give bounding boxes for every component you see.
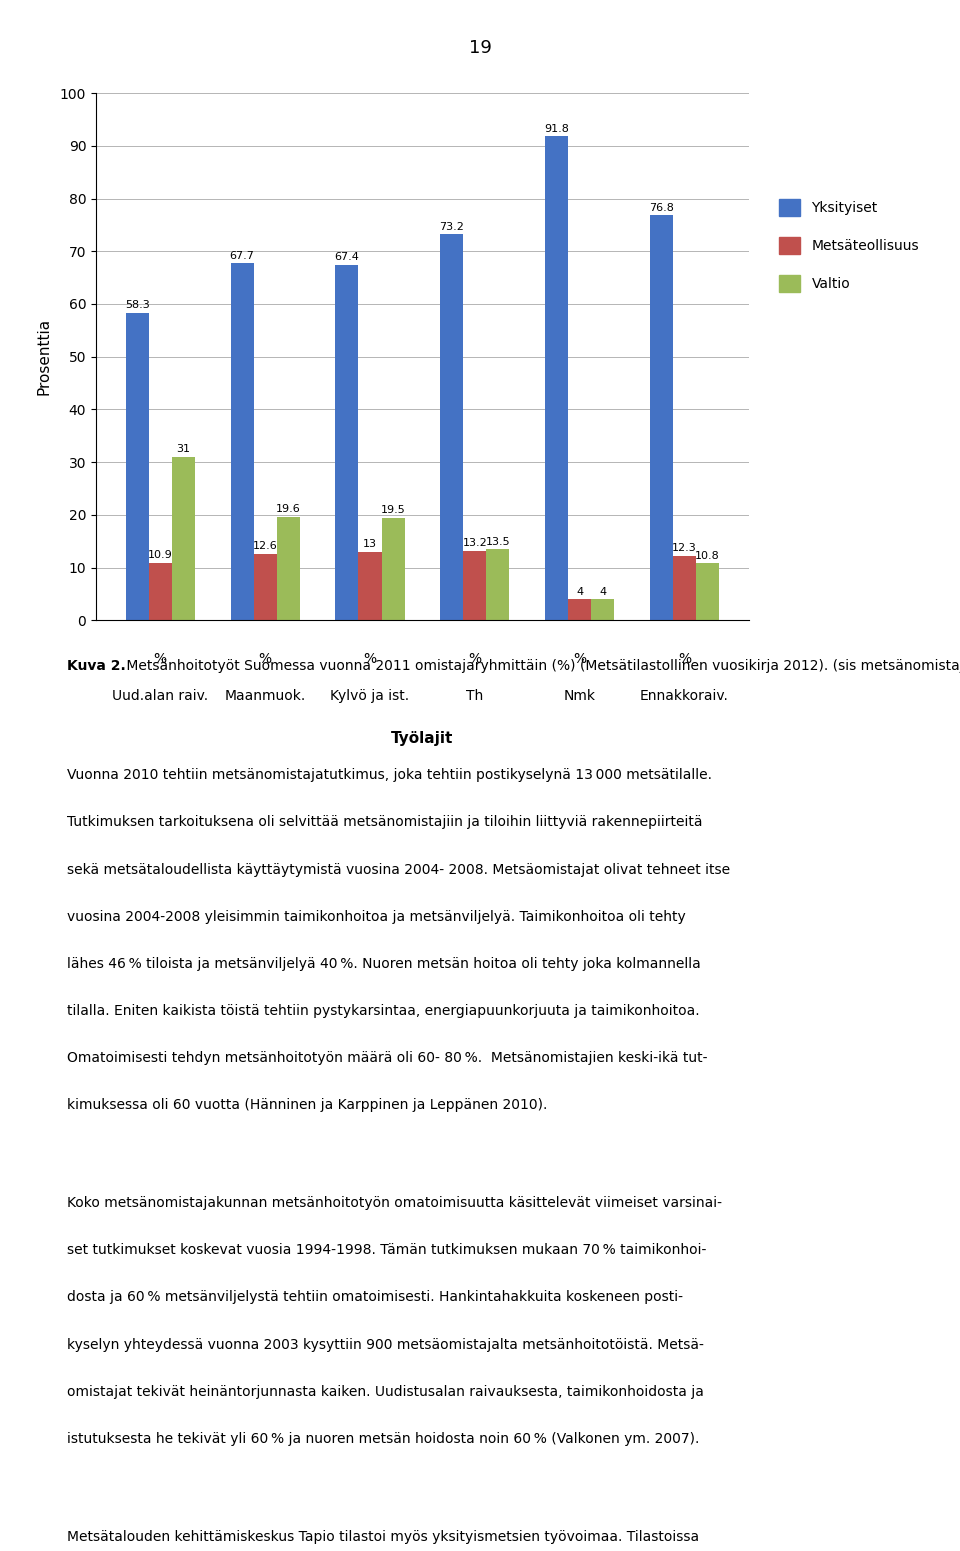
Text: set tutkimukset koskevat vuosia 1994-1998. Tämän tutkimuksen mukaan 70 % taimiko: set tutkimukset koskevat vuosia 1994-199… — [67, 1244, 707, 1258]
Text: 67.7: 67.7 — [229, 251, 254, 261]
Bar — [545, 136, 568, 620]
Bar — [673, 555, 696, 620]
Text: 13: 13 — [363, 540, 377, 549]
Bar — [172, 458, 195, 620]
Text: 19: 19 — [468, 39, 492, 57]
Bar — [650, 216, 673, 620]
Text: Metsätalouden kehittämiskeskus Tapio tilastoi myös yksityismetsien työvoimaa. Ti: Metsätalouden kehittämiskeskus Tapio til… — [67, 1529, 699, 1543]
Text: 73.2: 73.2 — [440, 222, 465, 231]
Bar — [276, 516, 300, 620]
Text: sekä metsätaloudellista käyttäytymistä vuosina 2004- 2008. Metsäomistajat olivat: sekä metsätaloudellista käyttäytymistä v… — [67, 862, 731, 876]
Bar — [696, 563, 719, 620]
Bar — [358, 552, 381, 620]
Bar — [441, 234, 464, 620]
Text: 10.8: 10.8 — [695, 551, 720, 561]
Text: %: % — [678, 651, 691, 665]
Text: 12.6: 12.6 — [252, 541, 277, 551]
Text: Ennakkoraiv.: Ennakkoraiv. — [640, 689, 729, 703]
Text: Vuonna 2010 tehtiin metsänomistajatutkimus, joka tehtiin postikyselynä 13 000 me: Vuonna 2010 tehtiin metsänomistajatutkim… — [67, 768, 712, 782]
Text: Metsänhoitotyöt Suomessa vuonna 2011 omistajaryhmittäin (%) (Metsätilastollinen : Metsänhoitotyöt Suomessa vuonna 2011 omi… — [122, 659, 960, 673]
Text: kyselyn yhteydessä vuonna 2003 kysyttiin 900 metsäomistajalta metsänhoitotöistä.: kyselyn yhteydessä vuonna 2003 kysyttiin… — [67, 1337, 704, 1351]
Text: lähes 46 % tiloista ja metsänviljelyä 40 %. Nuoren metsän hoitoa oli tehty joka : lähes 46 % tiloista ja metsänviljelyä 40… — [67, 957, 701, 971]
Bar — [335, 265, 358, 620]
Text: 91.8: 91.8 — [544, 124, 569, 133]
Text: istutuksesta he tekivät yli 60 % ja nuoren metsän hoidosta noin 60 % (Valkonen y: istutuksesta he tekivät yli 60 % ja nuor… — [67, 1432, 700, 1446]
Text: 58.3: 58.3 — [125, 301, 150, 310]
Text: kimuksessa oli 60 vuotta (Hänninen ja Karppinen ja Leppänen 2010).: kimuksessa oli 60 vuotta (Hänninen ja Ka… — [67, 1098, 547, 1112]
Text: 19.6: 19.6 — [276, 504, 300, 515]
Text: Uud.alan raiv.: Uud.alan raiv. — [112, 689, 208, 703]
Text: 31: 31 — [177, 444, 190, 454]
Text: Koko metsänomistajakunnan metsänhoitotyön omatoimisuutta käsittelevät viimeiset : Koko metsänomistajakunnan metsänhoitotyö… — [67, 1196, 722, 1210]
Text: %: % — [258, 651, 272, 665]
Bar — [464, 551, 487, 620]
Text: 10.9: 10.9 — [148, 551, 173, 560]
Y-axis label: Prosenttia: Prosenttia — [36, 318, 52, 396]
Text: %: % — [573, 651, 587, 665]
Text: %: % — [468, 651, 481, 665]
Bar — [126, 313, 149, 620]
Text: Tutkimuksen tarkoituksena oli selvittää metsänomistajiin ja tiloihin liittyviä r: Tutkimuksen tarkoituksena oli selvittää … — [67, 816, 703, 830]
Bar — [230, 264, 253, 620]
Text: Nmk: Nmk — [564, 689, 595, 703]
Text: Kuva 2.: Kuva 2. — [67, 659, 126, 673]
Text: 4: 4 — [599, 586, 607, 597]
Text: 67.4: 67.4 — [334, 253, 359, 262]
Bar — [381, 518, 404, 620]
Text: 12.3: 12.3 — [672, 543, 697, 552]
Legend: Yksityiset, Metsäteollisuus, Valtio: Yksityiset, Metsäteollisuus, Valtio — [776, 195, 924, 296]
Text: omistajat tekivät heinäntorjunnasta kaiken. Uudistusalan raivauksesta, taimikonh: omistajat tekivät heinäntorjunnasta kaik… — [67, 1385, 704, 1399]
Text: 76.8: 76.8 — [649, 203, 674, 212]
Text: 19.5: 19.5 — [381, 506, 405, 515]
Text: vuosina 2004-2008 yleisimmin taimikonhoitoa ja metsänviljelyä. Taimikonhoitoa ol: vuosina 2004-2008 yleisimmin taimikonhoi… — [67, 909, 686, 924]
Bar — [591, 599, 614, 620]
Bar — [487, 549, 510, 620]
Bar — [149, 563, 172, 620]
Text: Työlajit: Työlajit — [392, 731, 453, 746]
Text: Maanmuok.: Maanmuok. — [225, 689, 305, 703]
Text: tilalla. Eniten kaikista töistä tehtiin pystykarsintaa, energiapuunkorjuuta ja t: tilalla. Eniten kaikista töistä tehtiin … — [67, 1003, 700, 1017]
Text: %: % — [154, 651, 167, 665]
Text: 13.2: 13.2 — [463, 538, 488, 548]
Text: Kylvö ja ist.: Kylvö ja ist. — [330, 689, 410, 703]
Text: Th: Th — [467, 689, 484, 703]
Bar — [568, 599, 591, 620]
Bar — [253, 554, 276, 620]
Text: 4: 4 — [576, 586, 584, 597]
Text: dosta ja 60 % metsänviljelystä tehtiin omatoimisesti. Hankintahakkuita koskeneen: dosta ja 60 % metsänviljelystä tehtiin o… — [67, 1290, 684, 1304]
Text: 13.5: 13.5 — [486, 537, 510, 546]
Text: Omatoimisesti tehdyn metsänhoitotyön määrä oli 60- 80 %.  Metsänomistajien keski: Omatoimisesti tehdyn metsänhoitotyön mää… — [67, 1052, 708, 1066]
Text: %: % — [364, 651, 376, 665]
